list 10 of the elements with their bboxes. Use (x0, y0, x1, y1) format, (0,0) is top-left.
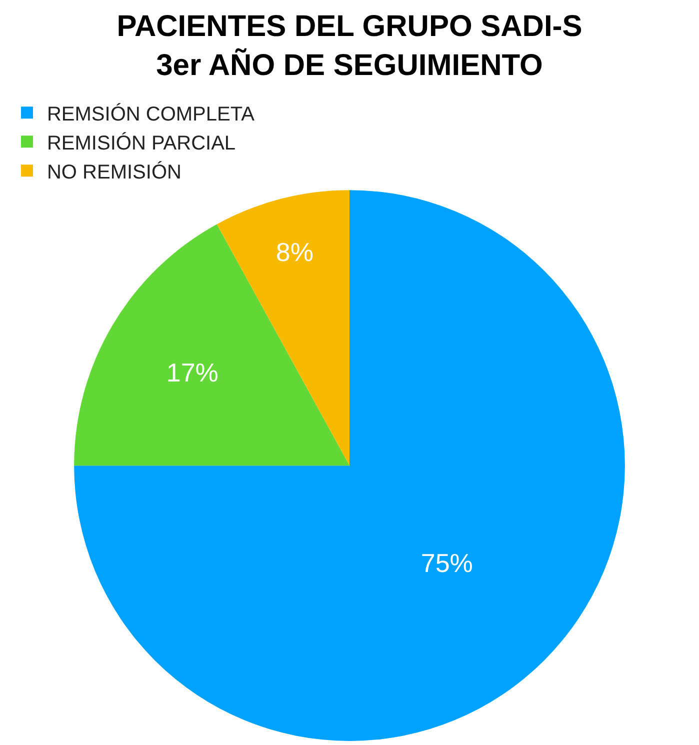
chart-title: PACIENTES DEL GRUPO SADI-S 3er AÑO DE SEGUIMIENTO (116, 10, 582, 82)
data-label: 17% (166, 358, 218, 388)
legend-label: NO REMISIÓN (46, 160, 182, 184)
legend-label: REMSIÓN COMPLETA (46, 102, 256, 126)
pie-slice (216, 190, 350, 466)
data-label: 8% (276, 236, 314, 267)
pie-slice (74, 224, 350, 466)
data-label: 75% (420, 548, 473, 578)
pie-slice (74, 190, 625, 741)
legend-label: REMISIÓN PARCIAL (46, 131, 236, 154)
